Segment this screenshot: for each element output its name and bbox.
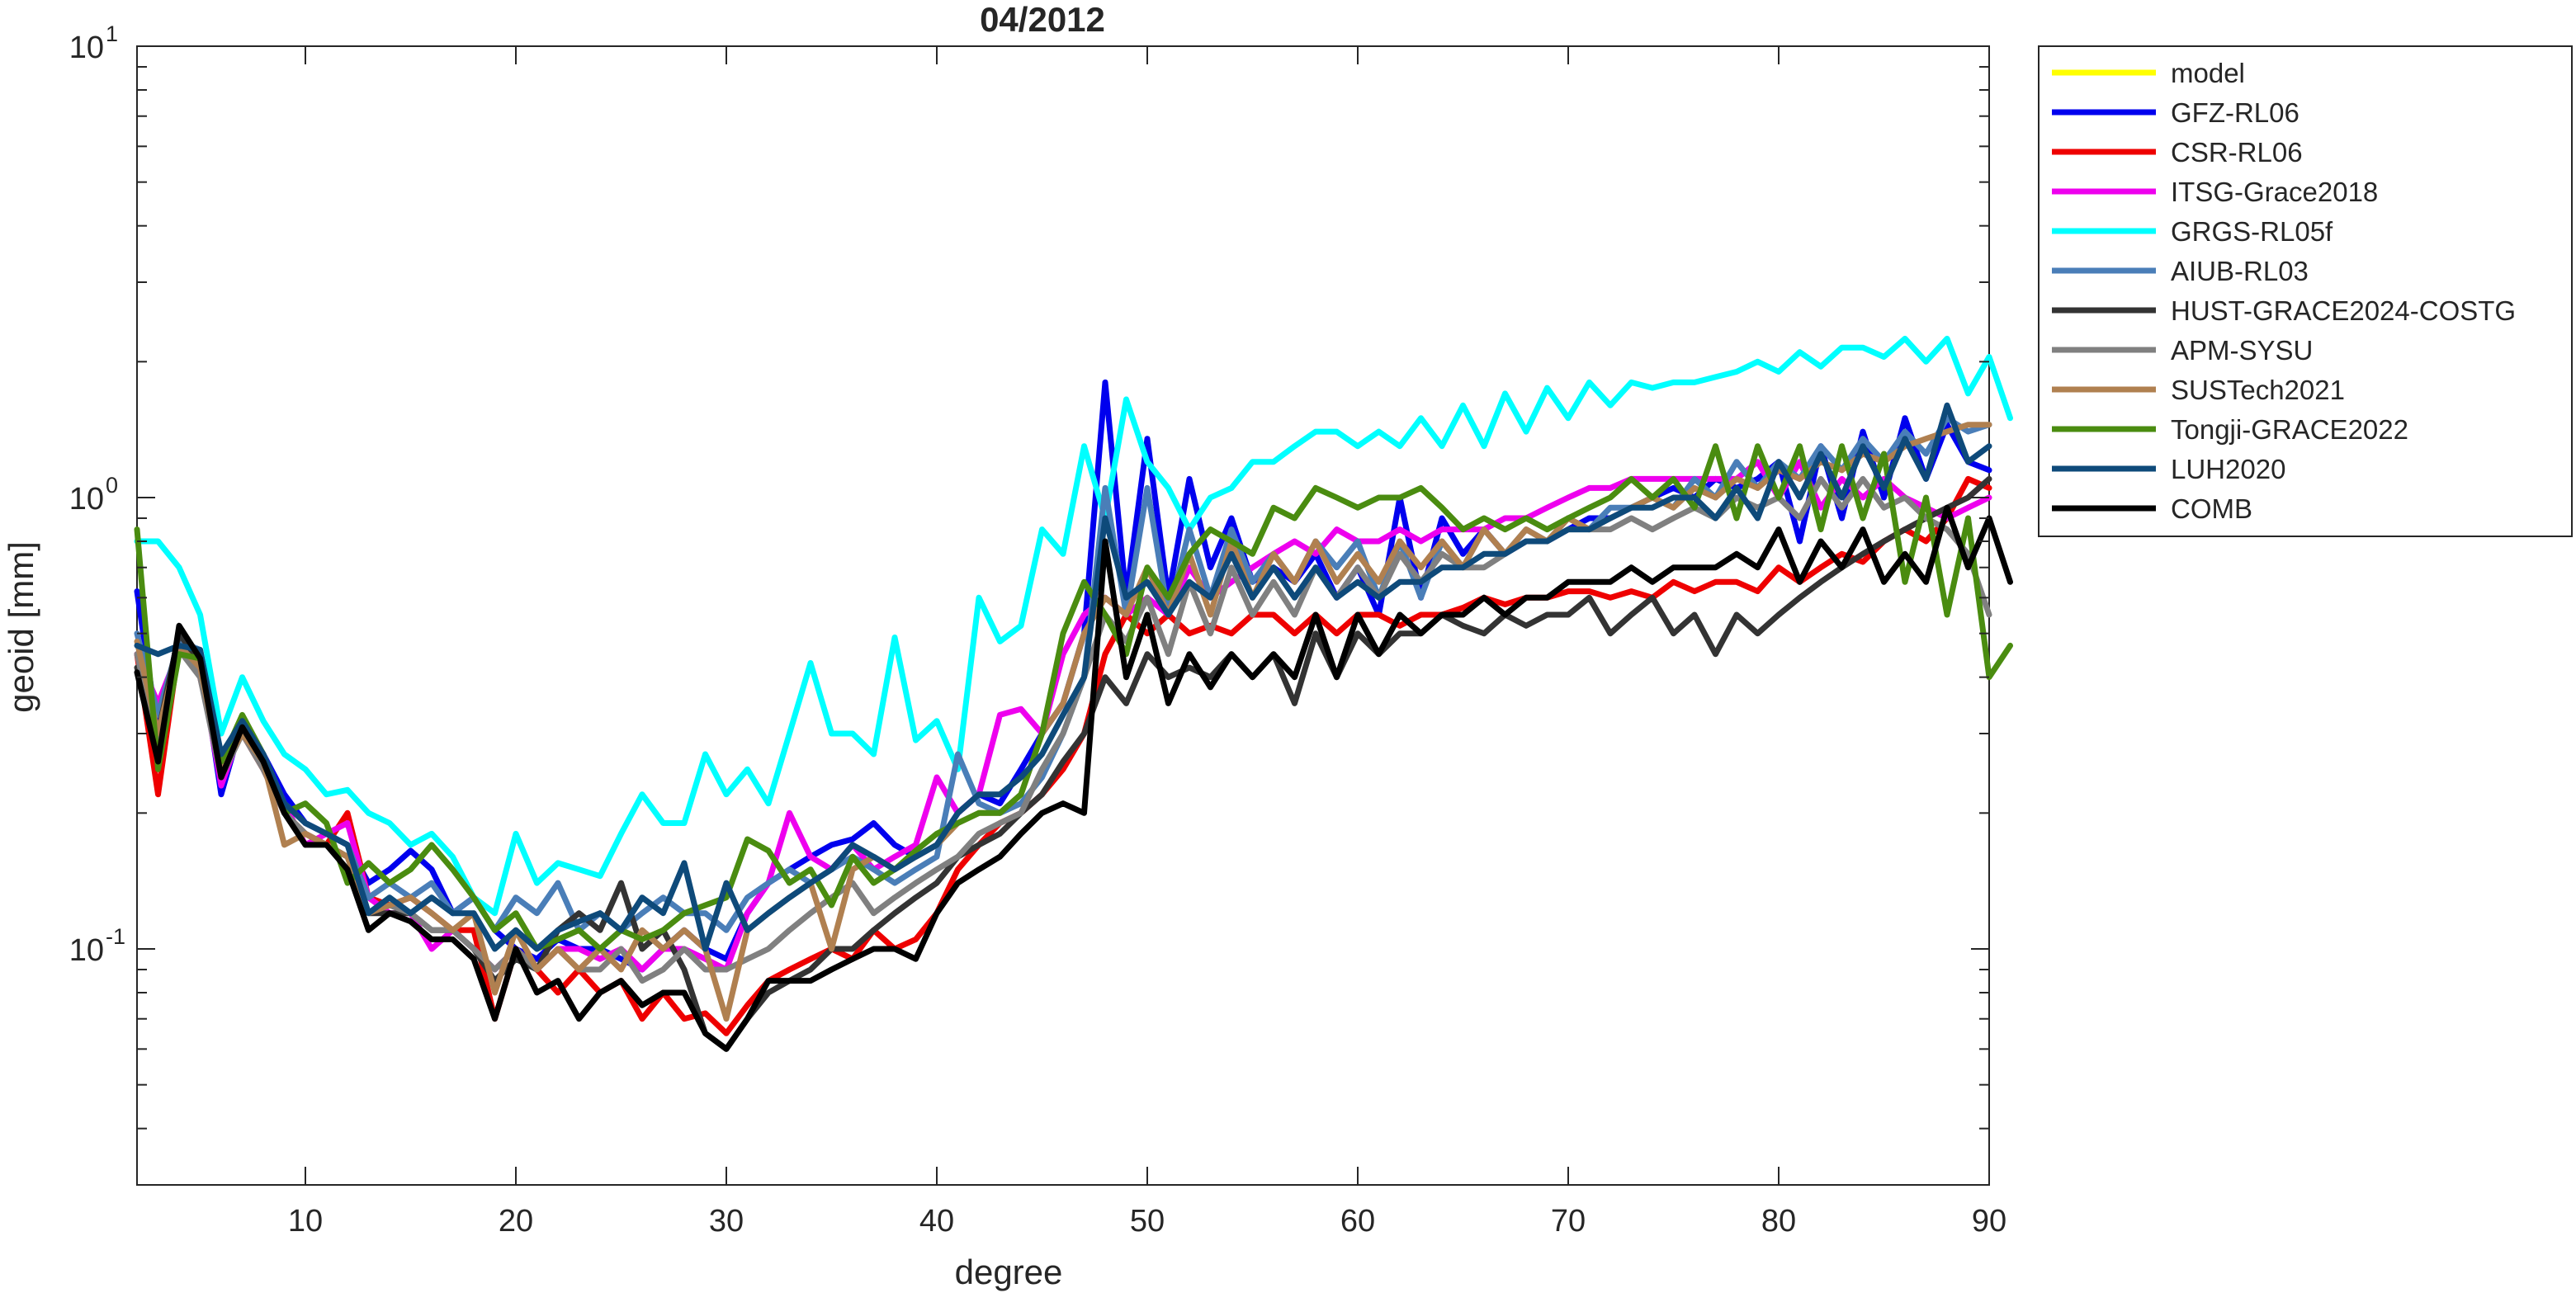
x-tick-label: 60 (1340, 1204, 1375, 1239)
y-axis-label: geoid [mm] (2, 541, 40, 713)
x-tick-label: 30 (709, 1204, 744, 1239)
series-line-8 (134, 422, 1992, 1022)
y-tick-label: 10 (69, 31, 104, 65)
legend-label: ITSG-Grace2018 (2171, 177, 2378, 207)
plot-area (136, 45, 1990, 1186)
legend-label: Tongji-GRACE2022 (2171, 414, 2408, 445)
x-tick-label: 20 (499, 1204, 533, 1239)
legend-label: LUH2020 (2171, 454, 2285, 484)
x-tick-label: 10 (288, 1204, 323, 1239)
series-line-3 (134, 459, 1992, 973)
series-line-11 (134, 504, 2013, 1052)
x-axis-label: degree (955, 1253, 1063, 1291)
legend-label: HUST-GRACE2024-COSTG (2171, 295, 2516, 326)
y-tick-exponent: 0 (106, 473, 118, 498)
series-line-4 (134, 335, 2013, 917)
y-tick-label: 10 (69, 933, 104, 968)
series-layer (134, 335, 2013, 1052)
x-tick-label: 50 (1130, 1204, 1165, 1239)
x-tick-label: 70 (1551, 1204, 1586, 1239)
series-line-10 (134, 402, 1992, 952)
legend-label: model (2171, 58, 2245, 88)
y-tick-label: 10 (69, 482, 104, 517)
legend: model GFZ-RL06 CSR-RL06 ITSG-Grace2018 GRGS-… (2038, 45, 2573, 537)
legend-label: GFZ-RL06 (2171, 97, 2299, 128)
x-tick-label: 80 (1761, 1204, 1796, 1239)
chart-title: 04/2012 (980, 0, 1105, 39)
x-tick-label: 40 (919, 1204, 954, 1239)
x-axis: 10 20 30 40 50 60 70 80 90 (288, 46, 2006, 1239)
y-tick-exponent: -1 (106, 924, 125, 949)
series-line-7 (134, 475, 1992, 984)
legend-label: GRGS-RL05f (2171, 216, 2333, 247)
legend-label: SUSTech2021 (2171, 375, 2345, 405)
legend-box (2038, 45, 2573, 537)
y-tick-exponent: 1 (106, 21, 118, 46)
legend-label: CSR-RL06 (2171, 137, 2303, 168)
legend-label: COMB (2171, 493, 2252, 524)
legend-label: AIUB-RL03 (2171, 256, 2309, 286)
x-tick-label: 90 (1972, 1204, 2006, 1239)
legend-label: APM-SYSU (2171, 335, 2313, 366)
